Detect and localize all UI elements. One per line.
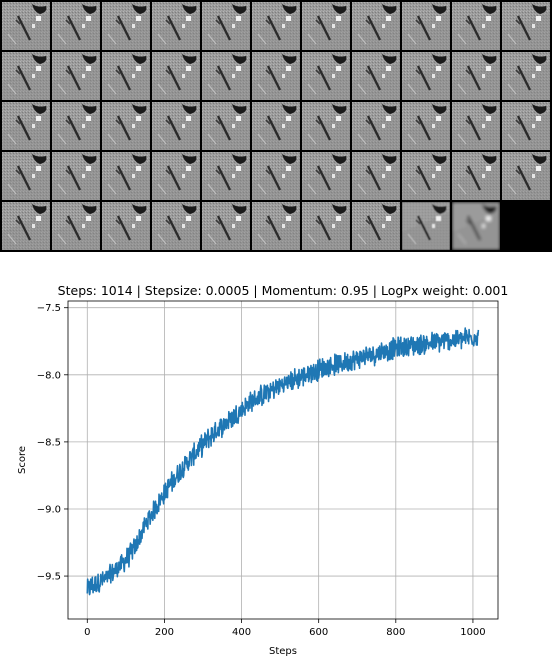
- score-chart: Steps: 1014 | Stepsize: 0.0005 | Momentu…: [17, 283, 509, 657]
- sample-image-tile: [352, 52, 400, 100]
- sample-image-tile: [52, 152, 100, 200]
- sample-image-tile: [402, 202, 450, 250]
- sample-image-tile: [502, 52, 550, 100]
- sample-image-tile: [452, 152, 500, 200]
- sample-image-tile: [52, 202, 100, 250]
- sample-image-grid: [0, 0, 552, 252]
- sample-image-tile: [202, 152, 250, 200]
- y-tick-label: −8.0: [37, 370, 61, 381]
- sample-image-tile: [252, 2, 300, 50]
- sample-image-tile: [452, 202, 500, 250]
- sample-image-tile: [352, 102, 400, 150]
- sample-image-tile: [302, 152, 350, 200]
- sample-image-tile: [402, 102, 450, 150]
- sample-image-tile: [302, 2, 350, 50]
- x-tick-label: 200: [155, 627, 174, 638]
- axis-ticks: 0 200 400 600 800 1000 −9.5 −9.0 −8.5 −8.0 −7.5: [37, 303, 486, 638]
- x-tick-label: 400: [232, 627, 251, 638]
- sample-image-tile: [152, 52, 200, 100]
- x-tick-label: 1000: [460, 627, 485, 638]
- sample-image-tile: [302, 202, 350, 250]
- sample-image-tile: [202, 202, 250, 250]
- x-tick-label: 0: [84, 627, 90, 638]
- score-series-line: [86, 327, 480, 596]
- y-tick-label: −8.5: [37, 437, 61, 448]
- sample-image-tile: [502, 152, 550, 200]
- y-tick-label: −7.5: [37, 303, 61, 314]
- sample-image-tile: [402, 52, 450, 100]
- y-tick-label: −9.5: [37, 572, 61, 583]
- sample-image-tile: [152, 202, 200, 250]
- sample-image-tile: [452, 102, 500, 150]
- x-tick-label: 800: [386, 627, 405, 638]
- empty-tile: [502, 202, 550, 250]
- sample-image-tile: [52, 52, 100, 100]
- sample-image-tile: [502, 102, 550, 150]
- sample-image-tile: [252, 102, 300, 150]
- sample-image-tile: [2, 102, 50, 150]
- sample-image-tile: [352, 202, 400, 250]
- sample-image-tile: [102, 152, 150, 200]
- y-tick-label: −9.0: [37, 504, 61, 515]
- sample-image-tile: [2, 52, 50, 100]
- sample-image-tile: [202, 102, 250, 150]
- sample-image-tile: [352, 2, 400, 50]
- sample-image-tile: [402, 152, 450, 200]
- sample-image-tile: [2, 2, 50, 50]
- y-axis-label: Score: [17, 446, 28, 474]
- sample-image-tile: [202, 2, 250, 50]
- sample-image-tile: [102, 52, 150, 100]
- sample-image-tile: [202, 52, 250, 100]
- sample-image-tile: [52, 2, 100, 50]
- gridlines: [68, 301, 498, 619]
- sample-image-tile: [102, 102, 150, 150]
- sample-image-tile: [152, 102, 200, 150]
- sample-image-tile: [2, 202, 50, 250]
- sample-image-tile: [252, 152, 300, 200]
- sample-image-tile: [2, 152, 50, 200]
- sample-image-tile: [252, 52, 300, 100]
- sample-image-tile: [452, 2, 500, 50]
- sample-image-tile: [502, 2, 550, 50]
- plot-frame: [67, 300, 499, 620]
- sample-image-tile: [352, 152, 400, 200]
- sample-image-tile: [102, 2, 150, 50]
- sample-image-tile: [102, 202, 150, 250]
- sample-image-tile: [52, 102, 100, 150]
- x-axis-label: Steps: [269, 646, 297, 657]
- chart-title: Steps: 1014 | Stepsize: 0.0005 | Momentu…: [58, 283, 509, 298]
- sample-image-tile: [302, 102, 350, 150]
- sample-image-tile: [252, 202, 300, 250]
- sample-image-tile: [452, 52, 500, 100]
- x-tick-label: 600: [309, 627, 328, 638]
- sample-image-tile: [152, 2, 200, 50]
- sample-image-tile: [302, 52, 350, 100]
- sample-image-tile: [152, 152, 200, 200]
- sample-image-tile: [402, 2, 450, 50]
